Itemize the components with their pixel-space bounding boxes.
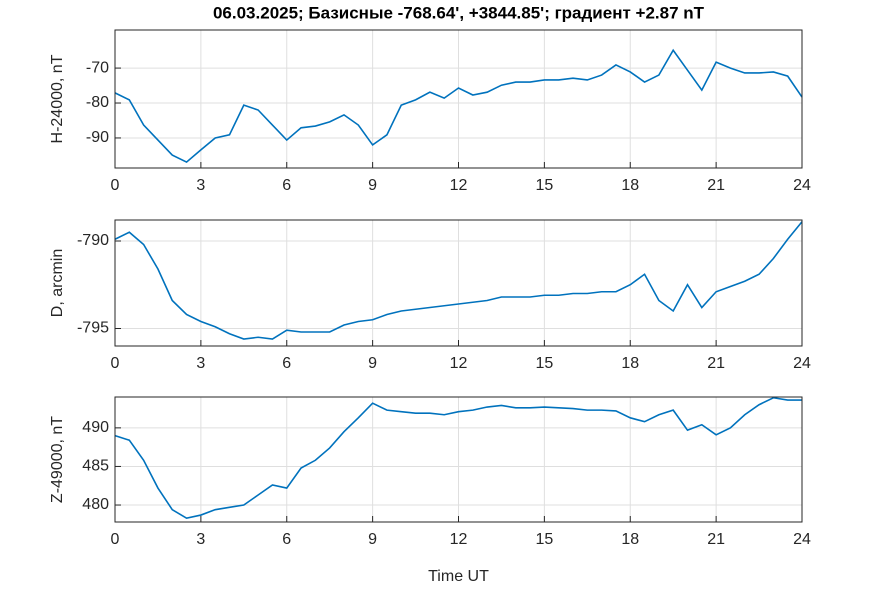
x-tick-label: 3 — [196, 355, 205, 372]
x-tick-label: 24 — [793, 531, 811, 548]
x-tick-label: 9 — [368, 355, 377, 372]
axes-box — [114, 396, 803, 523]
y-tick-label: 485 — [82, 458, 109, 475]
x-tick-label: 9 — [368, 177, 377, 194]
x-tick-label: 21 — [707, 177, 725, 194]
axes-box — [114, 219, 803, 347]
y-tick-label: -790 — [77, 232, 109, 249]
x-tick-label: 15 — [535, 355, 553, 372]
x-tick-label: 3 — [196, 177, 205, 194]
y-axis-label: D, arcmin — [49, 249, 66, 317]
x-tick-label: 9 — [368, 531, 377, 548]
data-line — [114, 396, 802, 519]
x-tick-label: 6 — [282, 531, 291, 548]
chart-title: 06.03.2025; Базисные -768.64', +3844.85'… — [213, 3, 705, 22]
y-tick-label: -80 — [86, 94, 109, 111]
x-tick-label: 0 — [111, 355, 120, 372]
x-tick-label: 21 — [707, 531, 725, 548]
y-tick-label: 490 — [82, 419, 109, 436]
x-tick-label: 21 — [707, 355, 725, 372]
x-tick-label: 12 — [450, 531, 468, 548]
x-tick-label: 18 — [621, 531, 639, 548]
x-tick-label: 12 — [450, 355, 468, 372]
x-tick-label: 24 — [793, 177, 811, 194]
x-tick-label: 6 — [282, 177, 291, 194]
y-tick-label: -795 — [77, 320, 109, 337]
y-axis-label: Z-49000, nT — [49, 416, 66, 503]
x-tick-label: 15 — [535, 177, 553, 194]
y-tick-label: -90 — [86, 129, 109, 146]
y-axis-label: H-24000, nT — [49, 54, 66, 143]
x-tick-label: 18 — [621, 177, 639, 194]
x-tick-label: 15 — [535, 531, 553, 548]
x-tick-label: 6 — [282, 355, 291, 372]
y-tick-label: 480 — [82, 496, 109, 513]
y-tick-label: -70 — [86, 59, 109, 76]
axes-box — [114, 29, 803, 169]
data-line — [114, 48, 803, 164]
x-tick-label: 12 — [450, 177, 468, 194]
x-tick-label: 0 — [111, 531, 120, 548]
x-tick-label: 0 — [111, 177, 120, 194]
x-axis-label: Time UT — [428, 568, 489, 585]
data-line — [114, 221, 803, 340]
x-tick-label: 24 — [793, 355, 811, 372]
x-tick-label: 3 — [196, 531, 205, 548]
x-tick-label: 18 — [621, 355, 639, 372]
